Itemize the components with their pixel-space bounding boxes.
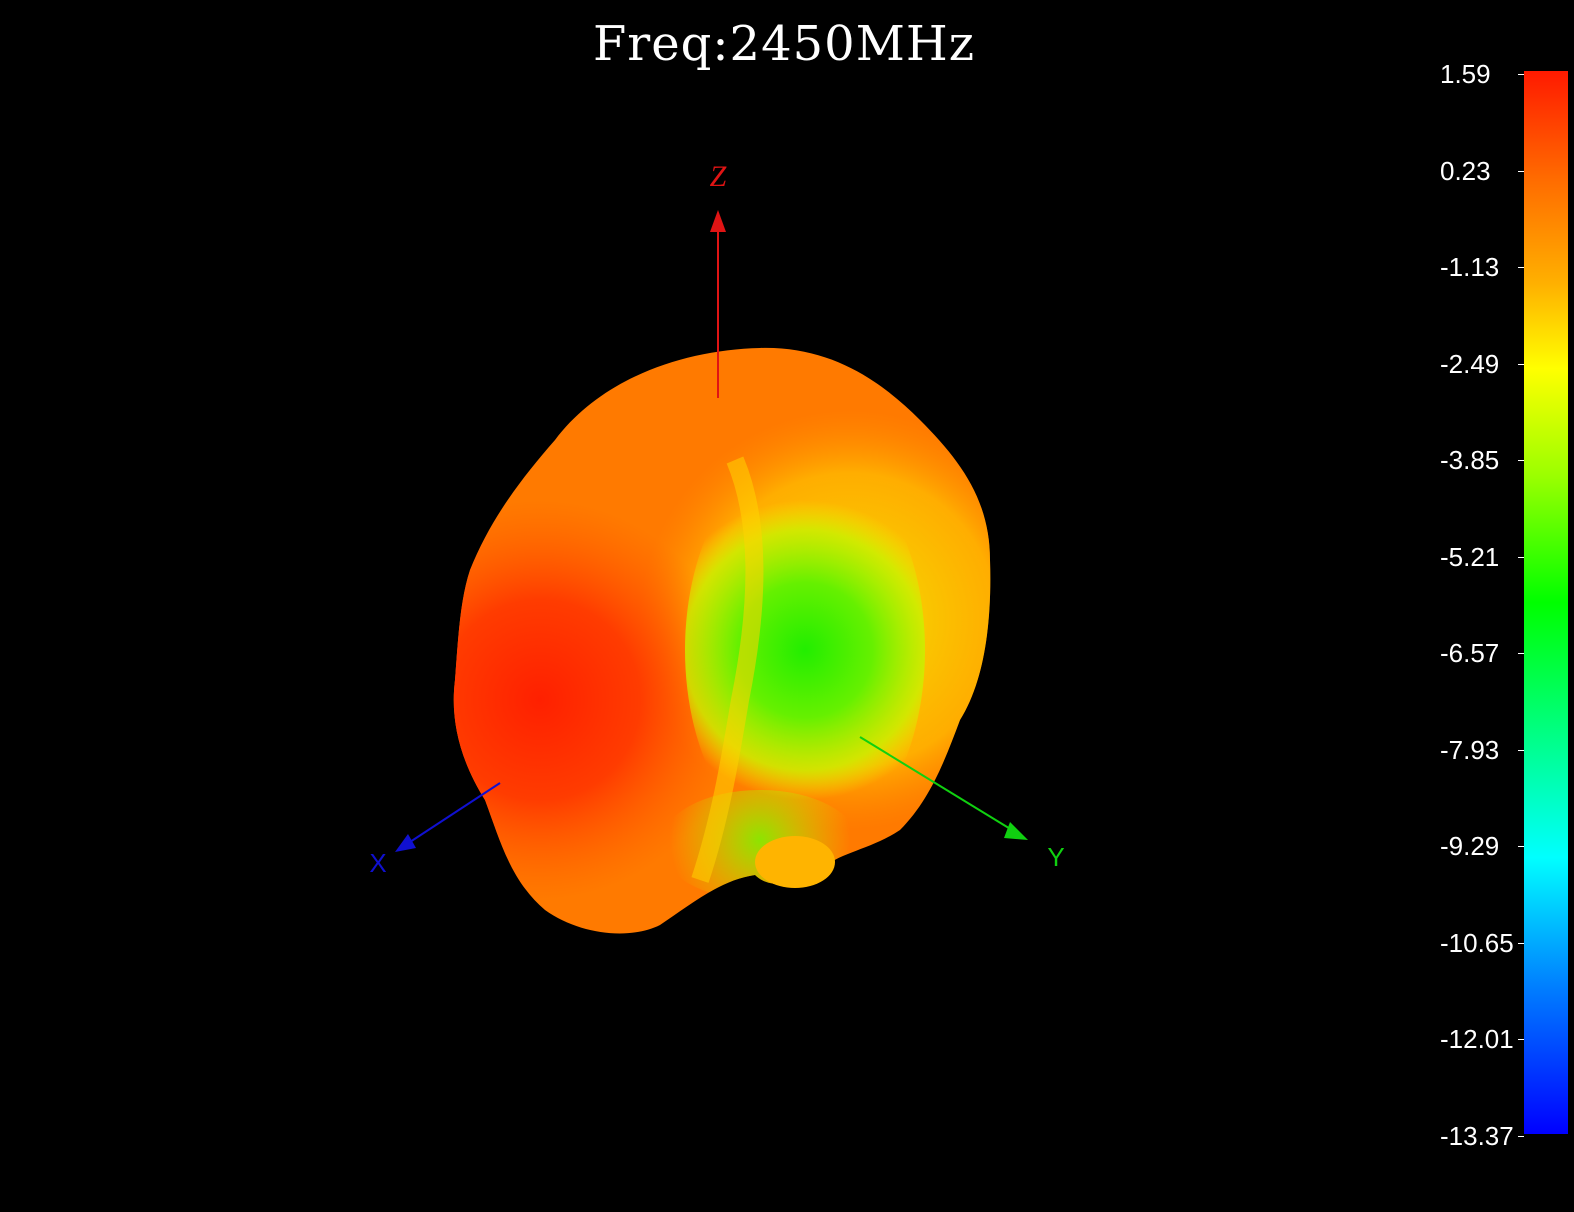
radiation-pattern-surface [453,347,991,934]
x-axis-label: X [369,848,386,878]
y-axis-label: Y [1047,842,1064,872]
frequency-title: Freq:2450MHz [592,16,975,72]
x-axis: X [369,782,501,878]
colorbar-tick-label: -1.13 [1440,252,1500,283]
colorbar-tick-mark [1518,74,1524,75]
colorbar-tick-mark [1518,846,1524,848]
colorbar-tick-label: -13.37 [1440,1121,1514,1151]
colorbar-tick-label: -2.49 [1440,348,1500,379]
colorbar-tick-mark [1518,267,1524,269]
colorbar-tick-label: -10.65 [1440,927,1514,958]
colorbar-tick-mark [1518,556,1524,558]
colorbar-tick-label: -12.01 [1440,1024,1514,1055]
colorbar-tick-label: 0.23 [1440,155,1491,186]
colorbar-tick-mark [1518,942,1524,944]
colorbar-tick-label: 1.59 [1440,59,1491,89]
z-axis: Z [710,160,727,398]
colorbar-tick-label: -5.21 [1440,541,1500,572]
colorbar-tick-mark [1518,460,1524,462]
colorbar-tick-label: -7.93 [1440,734,1500,765]
z-axis-label: Z [710,160,727,193]
y-axis: Y [859,736,1065,872]
colorbar-tick-label: -9.29 [1440,831,1500,862]
colorbar-gradient [1524,71,1568,1134]
colorbar-tick-label: -3.85 [1440,445,1500,476]
colorbar-tick-mark [1518,170,1524,172]
colorbar-tick-mark [1518,1039,1524,1041]
colorbar-tick-mark [1518,363,1524,365]
colorbar-tick-mark [1518,1136,1524,1137]
colorbar-tick-mark [1518,653,1524,655]
colorbar-tick-label: -6.57 [1440,638,1500,669]
colorbar-tick-mark [1518,749,1524,751]
